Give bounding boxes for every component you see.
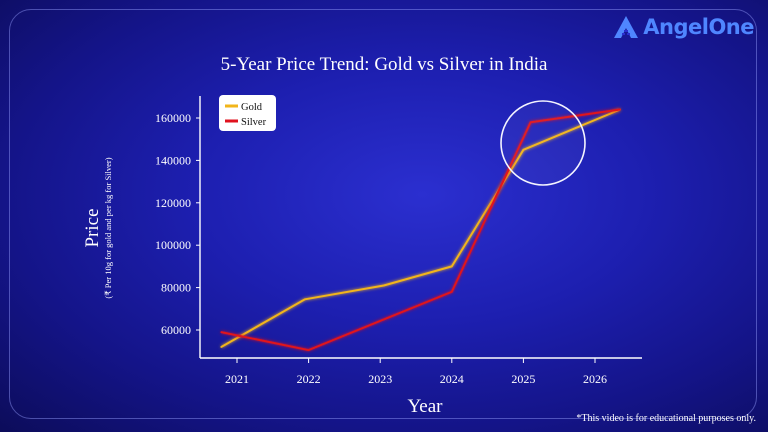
data-point-silver: [307, 349, 310, 352]
brand-name: AngelOne: [643, 15, 754, 39]
data-point-gold: [220, 346, 223, 348]
y-tick-label: 140000: [155, 153, 191, 167]
series-line-gold: [220, 108, 621, 348]
series-line-silver: [220, 108, 621, 352]
data-point-gold: [382, 284, 385, 287]
legend: Gold Silver: [219, 95, 276, 131]
data-point-gold: [522, 148, 525, 151]
x-tick-label: 2023: [368, 372, 392, 386]
y-tick-label: 160000: [155, 111, 191, 125]
data-point-silver: [450, 290, 453, 293]
legend-label-gold: Gold: [241, 102, 263, 113]
footnote: *This video is for educational purposes …: [576, 413, 756, 424]
x-tick-label: 2022: [297, 372, 321, 386]
y-tick-label: 60000: [161, 323, 191, 337]
x-tick-label: 2026: [583, 372, 607, 386]
brand-logo: AngelOne: [613, 12, 754, 42]
y-tick-label: 80000: [161, 281, 191, 295]
y-axis-label: Price: [82, 208, 103, 247]
angelone-logo-icon: [614, 16, 639, 38]
x-axis-label: Year: [407, 396, 443, 417]
legend-label-silver: Silver: [241, 117, 267, 128]
y-tick-label: 120000: [155, 196, 191, 210]
data-point-silver: [382, 318, 385, 321]
chart-title: 5-Year Price Trend: Gold vs Silver in In…: [220, 54, 548, 75]
data-point-gold: [450, 265, 453, 268]
frame-border: [9, 9, 757, 419]
data-point-silver: [619, 108, 621, 111]
x-tick-label: 2024: [440, 372, 464, 386]
x-tick-label: 2025: [511, 372, 535, 386]
y-tick-label: 100000: [155, 238, 191, 252]
x-tick-label: 2021: [225, 372, 249, 386]
data-point-silver: [529, 121, 532, 124]
data-point-gold: [304, 298, 306, 301]
highlight-circle: [500, 100, 586, 186]
y-axis-sublabel: (₹ Per 10g for gold and per kg for Silve…: [103, 157, 113, 298]
data-point-silver: [220, 331, 223, 334]
